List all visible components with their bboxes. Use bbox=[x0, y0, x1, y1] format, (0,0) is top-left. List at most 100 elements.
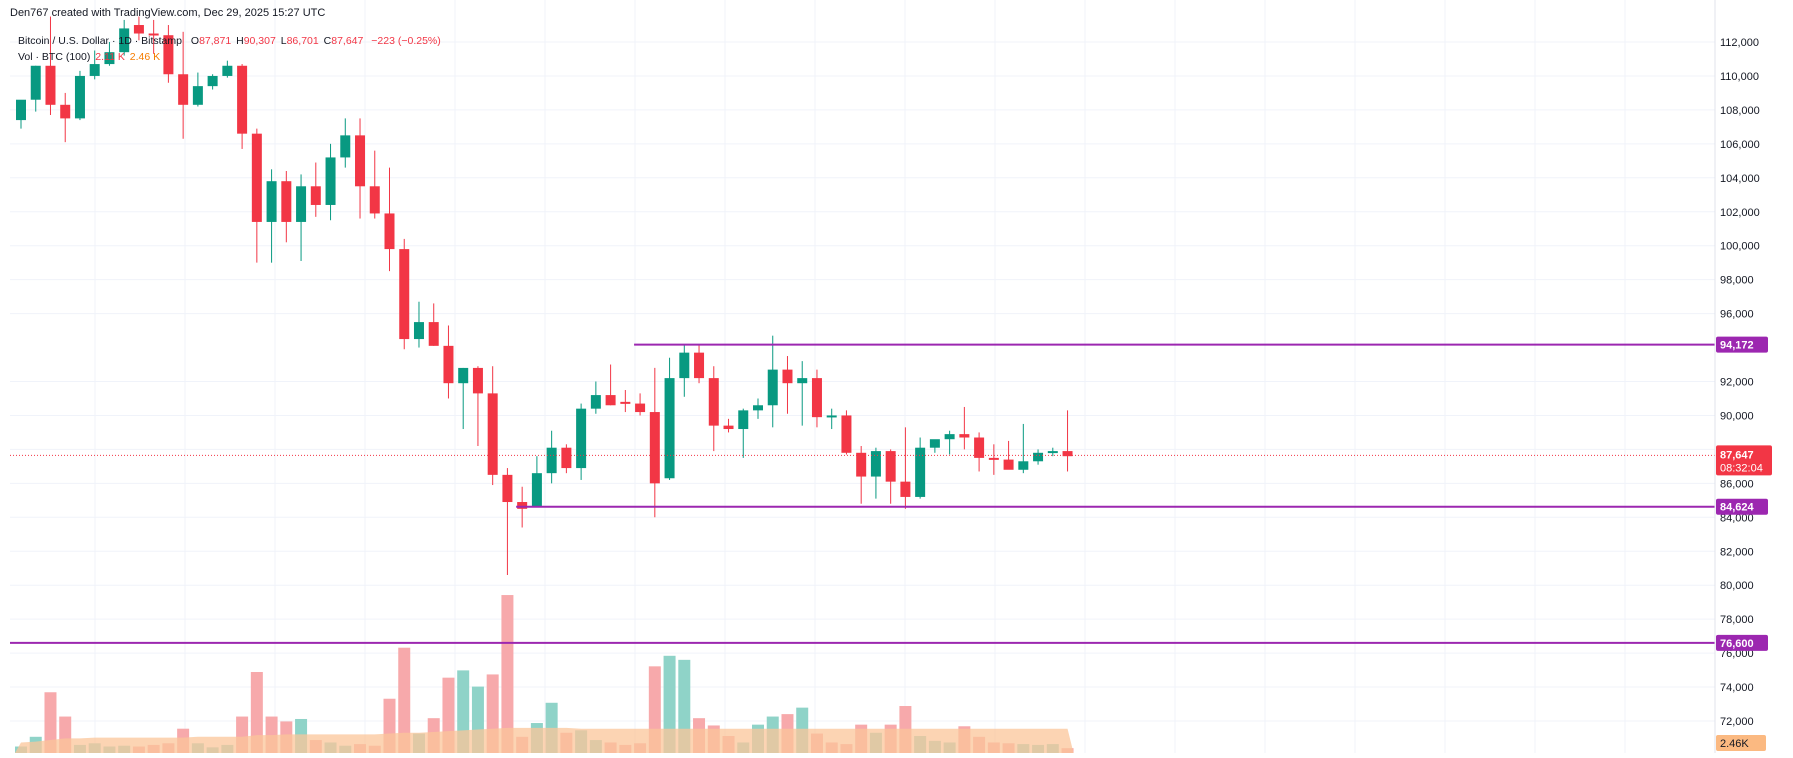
candle-body[interactable] bbox=[163, 35, 174, 75]
open-label: O bbox=[190, 35, 200, 47]
price-tick-label: 100,000 bbox=[1720, 241, 1760, 253]
candle-body[interactable] bbox=[635, 403, 646, 413]
candle-body[interactable] bbox=[664, 378, 675, 479]
candle-body[interactable] bbox=[413, 322, 424, 340]
candle-body[interactable] bbox=[900, 481, 911, 497]
symbol-name[interactable]: Bitcoin / U.S. Dollar · 1D · Bitstamp bbox=[18, 35, 182, 47]
price-tick-label: 72,000 bbox=[1720, 716, 1754, 728]
candle-body[interactable] bbox=[694, 352, 705, 379]
close-label: C bbox=[323, 35, 332, 47]
candle-body[interactable] bbox=[885, 451, 896, 482]
price-axis[interactable]: 112,000 110,000 108,000 106,000 104,000 102,0… bbox=[1714, 0, 1772, 753]
candle-body[interactable] bbox=[797, 378, 808, 384]
price-tick-label: 74,000 bbox=[1720, 682, 1754, 694]
candle-body[interactable] bbox=[708, 378, 719, 426]
candle-body[interactable] bbox=[1003, 459, 1014, 470]
candle-body[interactable] bbox=[767, 369, 778, 406]
candle-body[interactable] bbox=[237, 65, 248, 134]
candle-body[interactable] bbox=[738, 410, 749, 430]
candle-body[interactable] bbox=[590, 395, 601, 409]
price-tick-label: 84,000 bbox=[1720, 512, 1754, 524]
candle-body[interactable] bbox=[458, 367, 469, 384]
candle-body[interactable] bbox=[605, 395, 616, 406]
watermark: Den767 created with TradingView.com, Dec… bbox=[10, 7, 326, 19]
candle-body[interactable] bbox=[472, 367, 483, 394]
candle-body[interactable] bbox=[1033, 452, 1044, 462]
candle-body[interactable] bbox=[915, 447, 926, 497]
candle-body[interactable] bbox=[340, 135, 351, 158]
candle-body[interactable] bbox=[222, 65, 233, 76]
candle-body[interactable] bbox=[428, 322, 439, 346]
candle-body[interactable] bbox=[723, 425, 734, 430]
candle-body[interactable] bbox=[959, 434, 970, 438]
candle-body[interactable] bbox=[133, 25, 144, 34]
candle-body[interactable] bbox=[119, 28, 130, 53]
candle-body[interactable] bbox=[1047, 451, 1058, 454]
candle-body[interactable] bbox=[384, 213, 395, 250]
candle-body[interactable] bbox=[841, 415, 852, 453]
candle-body[interactable] bbox=[296, 186, 307, 222]
candle-body[interactable] bbox=[30, 65, 41, 100]
candle-body[interactable] bbox=[546, 447, 557, 474]
candle-body[interactable] bbox=[60, 104, 71, 119]
low-label: L bbox=[280, 35, 287, 47]
candle-body[interactable] bbox=[148, 33, 159, 36]
candle-body[interactable] bbox=[355, 135, 366, 187]
candle-body[interactable] bbox=[944, 434, 955, 440]
countdown-label: 08:32:04 bbox=[1720, 462, 1763, 474]
candle-body[interactable] bbox=[443, 345, 454, 384]
candle-body[interactable] bbox=[988, 457, 999, 460]
candle-body[interactable] bbox=[502, 474, 513, 503]
candle-body[interactable] bbox=[104, 52, 115, 65]
candle-body[interactable] bbox=[929, 439, 940, 448]
candle-body[interactable] bbox=[325, 157, 336, 205]
candle-body[interactable] bbox=[517, 502, 528, 509]
candle-body[interactable] bbox=[782, 369, 793, 384]
price-tick-label: 90,000 bbox=[1720, 410, 1754, 422]
candle-body[interactable] bbox=[1062, 451, 1073, 457]
candle-body[interactable] bbox=[826, 415, 837, 418]
candle-body[interactable] bbox=[281, 181, 292, 222]
candle-body[interactable] bbox=[178, 74, 189, 105]
price-tick-label: 86,000 bbox=[1720, 478, 1754, 490]
volume-bar bbox=[44, 692, 57, 753]
volume-bar bbox=[250, 672, 263, 753]
candle-body[interactable] bbox=[399, 249, 410, 340]
candle-body[interactable] bbox=[1018, 461, 1029, 470]
grid bbox=[10, 0, 1715, 753]
volume-bar bbox=[398, 647, 411, 753]
candle-body[interactable] bbox=[679, 352, 690, 379]
candle-body[interactable] bbox=[310, 186, 321, 205]
candle-body[interactable] bbox=[266, 181, 277, 222]
price-tick-label: 108,000 bbox=[1720, 105, 1760, 117]
candle-body[interactable] bbox=[16, 99, 26, 121]
candle-body[interactable] bbox=[856, 452, 867, 477]
candle-body[interactable] bbox=[192, 86, 203, 105]
candle-body[interactable] bbox=[870, 451, 881, 477]
price-tick-label: 92,000 bbox=[1720, 377, 1754, 389]
candle-body[interactable] bbox=[369, 186, 380, 214]
volume-ma-badge bbox=[1716, 735, 1766, 751]
candle-body[interactable] bbox=[89, 64, 100, 76]
level-price-badge bbox=[1716, 498, 1768, 515]
candle-body[interactable] bbox=[487, 393, 498, 475]
low-value: 86,701 bbox=[286, 35, 319, 47]
candle-body[interactable] bbox=[531, 473, 542, 508]
candle-body[interactable] bbox=[576, 408, 587, 469]
candle-body[interactable] bbox=[45, 65, 56, 105]
candle-body[interactable] bbox=[649, 412, 660, 484]
candle-body[interactable] bbox=[251, 133, 262, 222]
change-value: −223 (−0.25%) bbox=[371, 35, 441, 47]
volume-label[interactable]: Vol · BTC (100) bbox=[18, 51, 91, 63]
candle-body[interactable] bbox=[811, 378, 822, 418]
close-value: 87,647 bbox=[331, 35, 364, 47]
candle-body[interactable] bbox=[561, 447, 572, 469]
price-tick-label: 80,000 bbox=[1720, 580, 1754, 592]
candle-body[interactable] bbox=[974, 437, 985, 458]
candle-body[interactable] bbox=[753, 405, 763, 411]
candle-body[interactable] bbox=[207, 75, 218, 87]
candle-body[interactable] bbox=[620, 401, 631, 404]
candle-body[interactable] bbox=[74, 75, 85, 119]
